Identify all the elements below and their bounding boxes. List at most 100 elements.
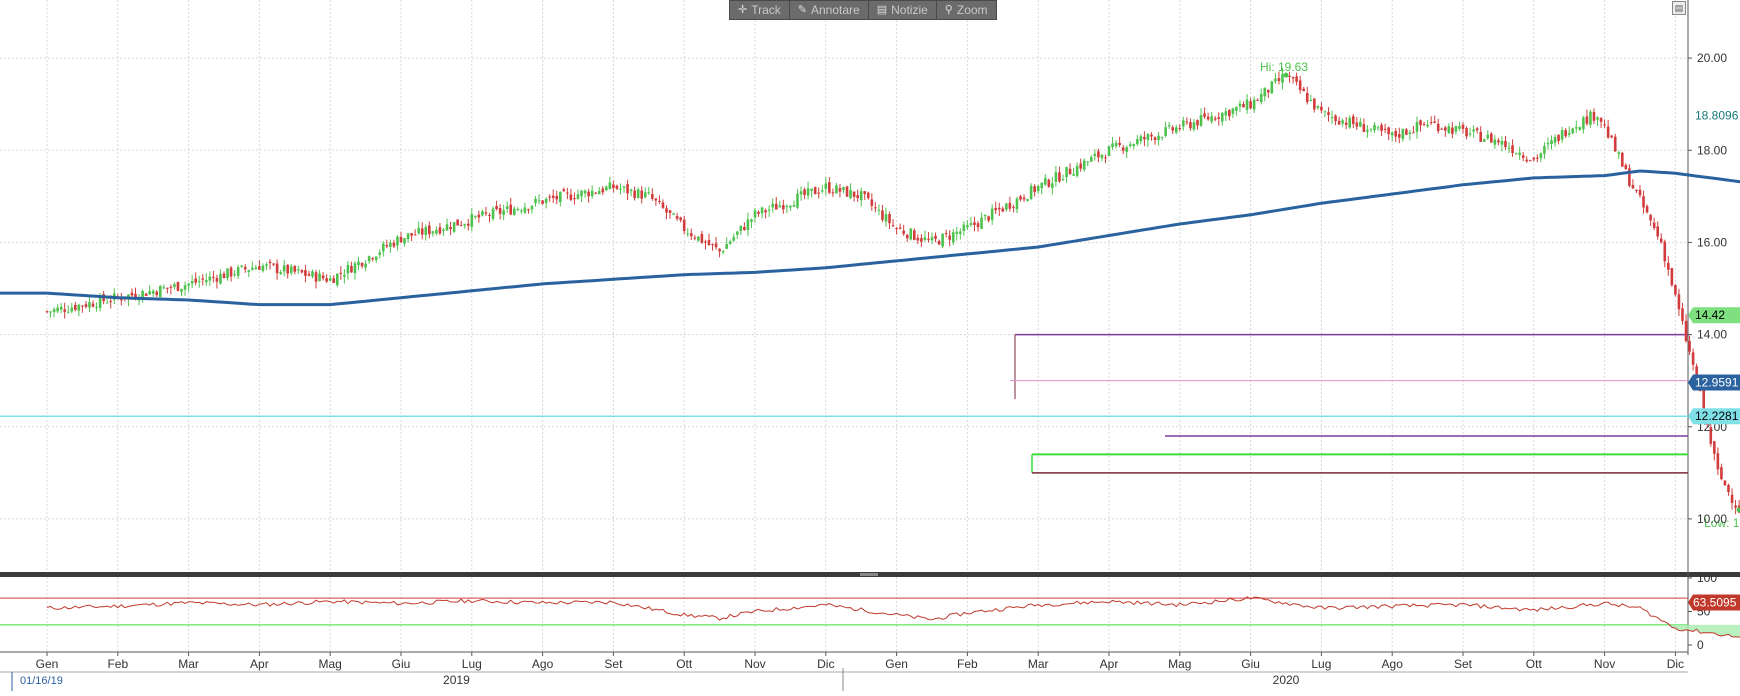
candle-body — [580, 190, 583, 197]
candle-body — [1167, 125, 1171, 127]
candle-body — [1500, 140, 1504, 145]
candle-body — [651, 193, 654, 199]
candle-body — [1213, 118, 1217, 120]
candle-body — [251, 267, 254, 270]
candle-body — [279, 272, 282, 274]
news-button[interactable]: ▤ Notizie — [869, 1, 937, 19]
candle-body — [530, 205, 534, 210]
candle-body — [1613, 136, 1617, 152]
candle-body — [838, 188, 842, 192]
candle-body — [1341, 120, 1344, 124]
candle-body — [714, 243, 718, 248]
candle-body — [1217, 117, 1221, 119]
candle-body — [937, 240, 941, 245]
candle-body — [544, 198, 548, 203]
candle-body — [587, 191, 590, 197]
candle-body — [332, 278, 336, 283]
candle-body — [364, 263, 367, 268]
candle-body — [1068, 168, 1072, 175]
candle-body — [895, 228, 898, 230]
candle-body — [311, 271, 314, 277]
candle-body — [1309, 100, 1313, 102]
candle-body — [594, 192, 597, 194]
candle-body — [233, 274, 236, 276]
candle-body — [569, 194, 573, 201]
expand-icon[interactable]: ▤ — [1672, 1, 1686, 15]
candle-body — [1468, 133, 1472, 135]
candle-body — [640, 190, 644, 199]
candle-body — [1553, 137, 1557, 143]
candle-body — [1139, 136, 1143, 142]
candle-body — [275, 263, 279, 274]
zoom-button[interactable]: ⚲ Zoom — [937, 1, 996, 19]
candle-body — [442, 229, 445, 231]
track-button[interactable]: ✛ Track — [730, 1, 790, 19]
candle-body — [95, 307, 98, 309]
candle-body — [1606, 126, 1610, 138]
candle-body — [888, 214, 891, 224]
candle-body — [491, 208, 495, 219]
x-month-label: Feb — [107, 657, 128, 671]
candle-body — [272, 263, 275, 265]
candle-body — [339, 272, 343, 274]
candle-body — [282, 265, 286, 272]
candle-body — [959, 231, 962, 235]
candle-body — [612, 184, 615, 189]
candle-body — [1681, 308, 1684, 321]
candle-body — [247, 270, 251, 272]
x-month-label: Ago — [1382, 657, 1404, 671]
candle-body — [619, 188, 622, 190]
annotate-button[interactable]: ✎ Annotare — [790, 1, 869, 19]
candle-body — [1210, 116, 1213, 122]
candle-body — [1235, 107, 1238, 111]
candle-body — [477, 214, 481, 218]
candle-body — [406, 233, 410, 240]
candle-body — [1716, 453, 1720, 470]
x-month-label: Lug — [1311, 657, 1331, 671]
candle-body — [647, 192, 651, 194]
candle-body — [1649, 215, 1652, 221]
candle-body — [1146, 134, 1150, 141]
candle-body — [1688, 340, 1691, 352]
candle-body — [831, 192, 835, 194]
candle-body — [1267, 89, 1270, 93]
candle-body — [803, 189, 806, 195]
x-year-label: 2020 — [1273, 673, 1300, 687]
candle-body — [1047, 179, 1051, 187]
candle-body — [378, 252, 382, 256]
candle-body — [721, 251, 725, 253]
candle-body — [898, 227, 902, 229]
candle-body — [1012, 206, 1015, 208]
x-month-label: Dic — [1667, 657, 1684, 671]
candle-body — [1313, 98, 1316, 110]
candle-body — [392, 242, 396, 247]
candle-body — [286, 264, 290, 274]
candle-body — [1578, 127, 1582, 130]
candle-body — [559, 191, 562, 203]
candle-body — [1589, 111, 1592, 125]
candle-body — [1111, 143, 1114, 148]
candle-body — [622, 186, 626, 188]
x-month-label: Mag — [1168, 657, 1191, 671]
candle-body — [1444, 127, 1447, 131]
candle-body — [1043, 178, 1047, 185]
candle-body — [1486, 134, 1490, 139]
candle-body — [1072, 174, 1075, 176]
candle-body — [923, 237, 927, 240]
candle-body — [534, 198, 537, 204]
horizontal-levels — [0, 333, 1688, 474]
x-month-label: Nov — [1594, 657, 1615, 671]
candle-body — [824, 183, 828, 189]
candle-body — [1107, 146, 1111, 156]
candle-body — [686, 233, 690, 235]
candle-body — [1351, 116, 1355, 124]
candle-body — [488, 215, 491, 217]
candle-body — [98, 295, 102, 309]
candle-body — [905, 234, 909, 239]
candle-body — [1288, 75, 1291, 77]
candle-body — [1090, 157, 1093, 162]
axis-bg — [1688, 0, 1740, 655]
candle-body — [920, 238, 923, 242]
candle-body — [1394, 131, 1398, 137]
